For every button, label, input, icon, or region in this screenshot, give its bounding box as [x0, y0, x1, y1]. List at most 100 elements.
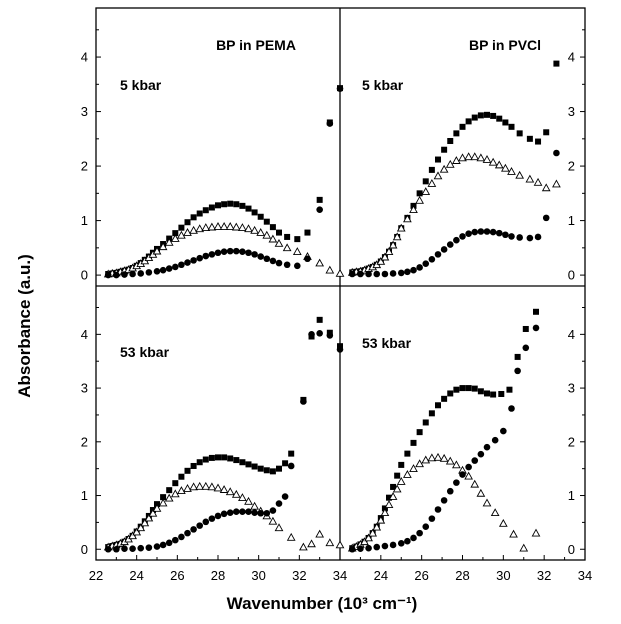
data-point-circle — [471, 457, 478, 464]
data-point-circle — [209, 515, 216, 522]
data-point-circle — [172, 264, 179, 271]
data-point-circle — [137, 545, 144, 552]
data-point-square — [404, 451, 410, 457]
data-point-circle — [300, 398, 307, 405]
data-point-circle — [264, 510, 271, 517]
data-point-square — [264, 467, 270, 473]
x-tick-label: 34 — [578, 568, 592, 583]
data-point-triangle — [245, 498, 252, 504]
data-point-square — [215, 202, 221, 208]
data-point-square — [553, 61, 559, 67]
pressure-label: 5 kbar — [362, 77, 404, 93]
data-point-square — [264, 219, 270, 225]
data-point-circle — [166, 265, 173, 272]
x-tick-label: 32 — [292, 568, 306, 583]
data-point-triangle — [294, 248, 301, 254]
data-point-square — [191, 463, 197, 469]
data-point-circle — [137, 270, 144, 277]
data-point-triangle — [553, 180, 560, 186]
data-point-triangle — [288, 534, 295, 540]
data-point-circle — [410, 267, 417, 274]
data-point-square — [233, 457, 239, 463]
data-point-square — [246, 206, 252, 212]
y-tick-label-right: 1 — [568, 488, 575, 503]
data-point-square — [178, 225, 184, 231]
data-point-triangle — [275, 240, 282, 246]
data-point-triangle — [434, 454, 441, 460]
data-point-square — [239, 459, 245, 465]
y-tick-label: 2 — [81, 159, 88, 174]
y-tick-label: 2 — [81, 434, 88, 449]
x-tick-label: 26 — [414, 568, 428, 583]
data-point-circle — [245, 508, 252, 515]
data-point-circle — [178, 534, 185, 541]
data-point-circle — [337, 346, 344, 353]
data-point-triangle — [300, 544, 307, 550]
y-tick-label: 0 — [81, 542, 88, 557]
data-point-square — [417, 190, 423, 196]
data-point-triangle — [532, 530, 539, 536]
data-point-triangle — [428, 180, 435, 186]
data-point-circle — [459, 233, 466, 240]
data-point-circle — [121, 545, 128, 552]
y-tick-label-right: 0 — [568, 268, 575, 283]
x-tick-label: 30 — [496, 568, 510, 583]
data-point-square — [209, 205, 215, 211]
y-tick-label: 4 — [81, 50, 88, 65]
data-point-circle — [398, 540, 405, 547]
panel-title: BP in PEMA — [216, 37, 296, 53]
data-point-circle — [410, 535, 417, 542]
data-point-circle — [105, 272, 112, 279]
data-point-square — [258, 214, 264, 220]
data-point-triangle — [398, 478, 405, 484]
data-point-circle — [316, 330, 323, 337]
data-point-circle — [508, 233, 515, 240]
data-point-square — [460, 124, 466, 130]
data-point-circle — [349, 271, 356, 278]
data-point-circle — [227, 509, 234, 516]
data-point-square — [411, 440, 417, 446]
data-point-circle — [239, 248, 246, 255]
data-point-triangle — [477, 490, 484, 496]
y-tick-label: 1 — [81, 213, 88, 228]
data-point-square — [284, 234, 290, 240]
data-point-square — [203, 457, 209, 463]
data-point-circle — [543, 215, 550, 222]
data-point-circle — [535, 234, 542, 241]
data-point-square — [490, 392, 496, 398]
data-point-circle — [233, 508, 240, 515]
data-point-triangle — [471, 153, 478, 159]
y-tick-label-right: 2 — [568, 159, 575, 174]
data-point-square — [304, 230, 310, 236]
data-point-square — [423, 178, 429, 184]
data-point-circle — [121, 271, 128, 278]
data-point-square — [209, 455, 215, 461]
data-point-square — [453, 387, 459, 393]
data-point-square — [239, 203, 245, 209]
data-point-square — [317, 197, 323, 203]
data-point-circle — [245, 249, 252, 256]
y-tick-label-right: 3 — [568, 381, 575, 396]
data-point-triangle — [441, 455, 448, 461]
data-point-circle — [522, 344, 529, 351]
data-point-square — [496, 116, 502, 122]
y-tick-label: 3 — [81, 381, 88, 396]
pressure-label: 53 kbar — [120, 344, 170, 360]
pressure-label: 53 kbar — [362, 335, 412, 351]
data-point-circle — [441, 497, 448, 504]
data-point-circle — [404, 269, 411, 276]
x-tick-label: 22 — [89, 568, 103, 583]
data-point-triangle — [308, 540, 315, 546]
data-point-circle — [527, 235, 534, 242]
data-point-circle — [435, 506, 442, 513]
data-point-triangle — [336, 541, 343, 547]
data-point-square — [276, 466, 282, 472]
data-point-square — [441, 147, 447, 153]
x-tick-label: 26 — [170, 568, 184, 583]
data-point-triangle — [336, 270, 343, 276]
data-point-circle — [184, 530, 191, 537]
data-point-circle — [282, 493, 289, 500]
data-point-triangle — [500, 520, 507, 526]
data-point-circle — [129, 545, 136, 552]
data-point-square — [515, 354, 521, 360]
